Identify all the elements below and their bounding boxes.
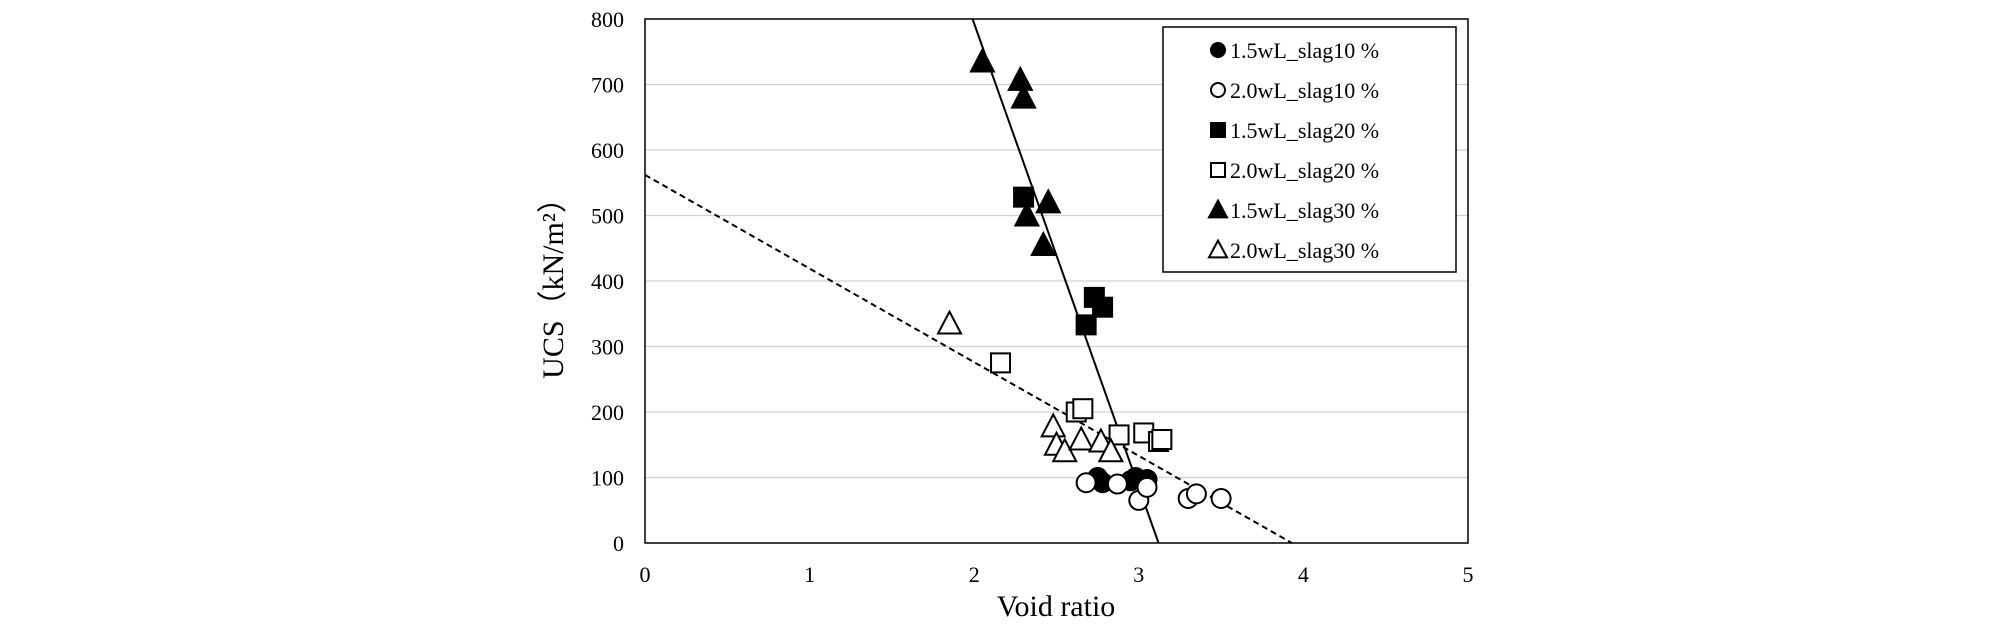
x-axis-ticks: 0 1 2 3 4 5	[640, 562, 1474, 587]
legend-marker-triangle	[1207, 238, 1229, 259]
x-tick-label: 1	[804, 562, 815, 587]
square-open-point	[1108, 424, 1130, 446]
square-filled-point	[1075, 314, 1097, 336]
legend-marker-circle	[1210, 42, 1226, 58]
y-tick-label: 400	[591, 269, 624, 294]
dashed-trend-line	[644, 174, 1293, 544]
x-tick-label: 5	[1463, 562, 1474, 587]
y-tick-label: 300	[591, 335, 624, 360]
solid-trend-line	[971, 18, 1160, 544]
triangle-filled-point	[969, 47, 996, 73]
legend-label: 1.5wL_slag10 %	[1230, 38, 1379, 63]
x-tick-label: 2	[969, 562, 980, 587]
triangle-open-point	[1097, 437, 1124, 463]
square-filled-point	[1013, 186, 1035, 208]
square-open-point	[990, 352, 1012, 374]
square-open-point	[1151, 429, 1173, 451]
legend-marker-square	[1210, 162, 1226, 178]
legend-marker-triangle	[1207, 198, 1229, 219]
y-tick-label: 0	[613, 531, 624, 556]
circle-open-point	[1210, 487, 1232, 509]
triangle-open-point	[1040, 412, 1067, 438]
legend-label: 2.0wL_slag30 %	[1230, 238, 1379, 263]
plot-area	[644, 18, 1469, 544]
circle-open-point	[1136, 476, 1158, 498]
square-open-point	[1072, 398, 1094, 420]
circle-open-point	[1106, 473, 1128, 495]
legend-marker-circle	[1210, 82, 1226, 98]
data-points	[936, 47, 1232, 511]
triangle-filled-point	[1035, 188, 1062, 214]
legend-label: 1.5wL_slag20 %	[1230, 118, 1379, 143]
legend-label: 2.0wL_slag20 %	[1230, 158, 1379, 183]
y-tick-label: 200	[591, 400, 624, 425]
triangle-filled-point	[1010, 83, 1037, 109]
triangle-filled-point	[1030, 230, 1057, 256]
triangle-filled-point	[1007, 65, 1034, 91]
x-tick-label: 0	[640, 562, 651, 587]
circle-open-point	[1075, 472, 1097, 494]
y-tick-label: 800	[591, 7, 624, 32]
square-filled-point	[1092, 296, 1114, 318]
triangle-open-point	[1068, 425, 1095, 451]
legend-label: 2.0wL_slag10 %	[1230, 78, 1379, 103]
trend-lines	[644, 18, 1293, 544]
x-tick-label: 4	[1298, 562, 1309, 587]
legend-label: 1.5wL_slag30 %	[1230, 198, 1379, 223]
y-tick-label: 500	[591, 204, 624, 229]
x-axis-title: Void ratio	[997, 590, 1116, 623]
triangle-open-point	[936, 309, 963, 335]
y-tick-label: 100	[591, 466, 624, 491]
legend-marker-square	[1210, 122, 1226, 138]
legend: 1.5wL_slag10 % 2.0wL_slag10 % 1.5wL_slag20…	[1162, 26, 1457, 273]
x-tick-label: 3	[1133, 562, 1144, 587]
y-axis-title: UCS（kN/m²）	[537, 183, 570, 379]
triangle-filled-point	[1013, 201, 1041, 227]
y-axis-ticks: 0 100 200 300 400 500 600 700 800	[591, 7, 624, 556]
circle-open-point	[1185, 483, 1207, 505]
y-tick-label: 600	[591, 138, 624, 163]
gridlines	[645, 83, 1468, 479]
legend-box	[1162, 26, 1457, 273]
y-tick-label: 700	[591, 73, 624, 98]
